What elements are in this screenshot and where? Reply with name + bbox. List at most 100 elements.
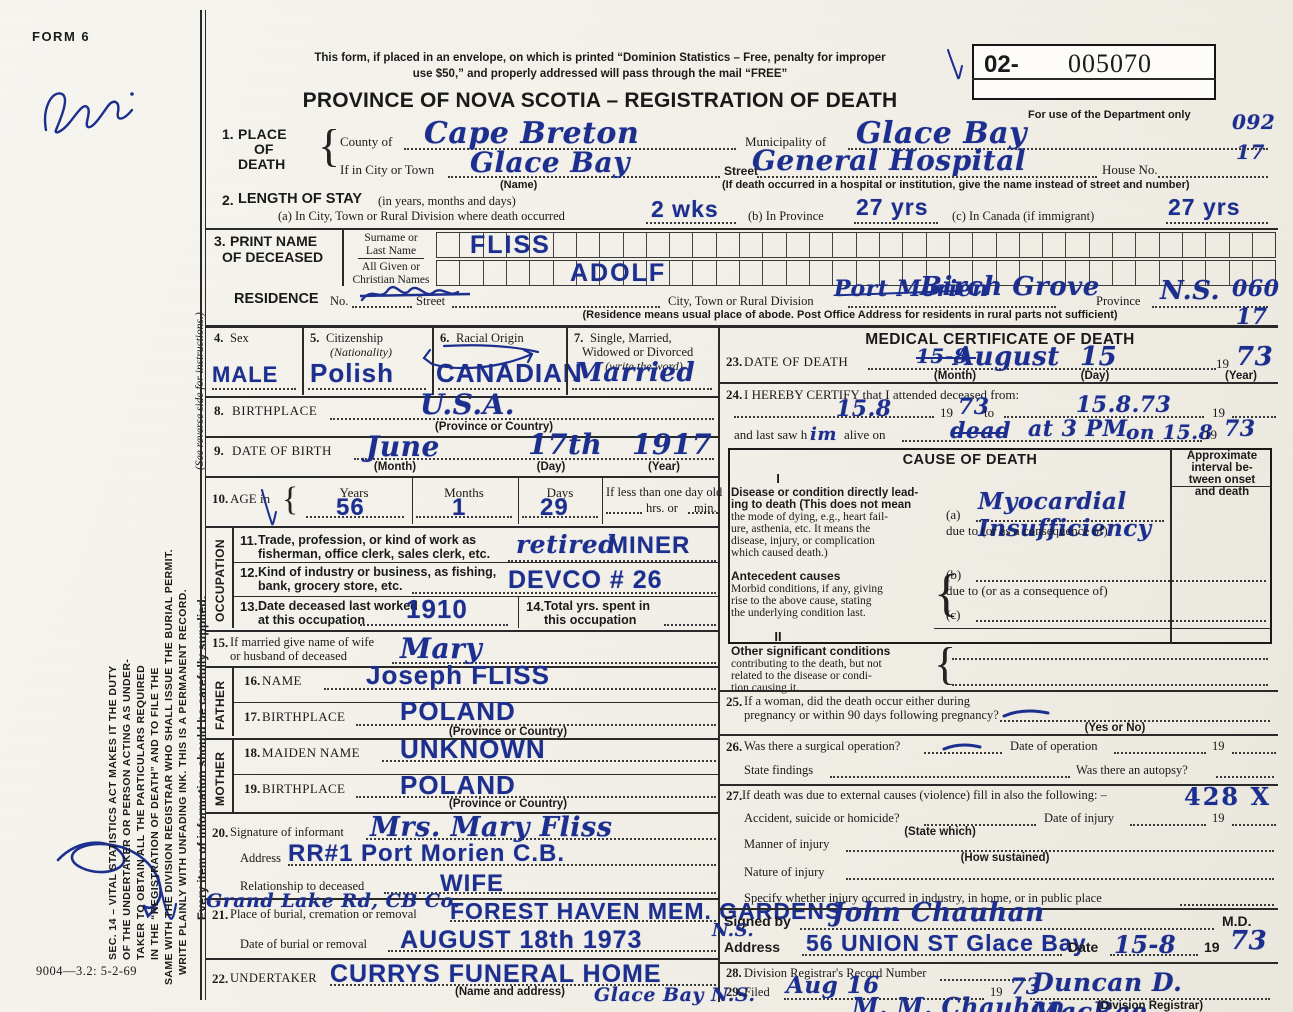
- name-grid-cell: [925, 233, 949, 257]
- county-label: County of: [340, 134, 393, 149]
- name-grid-cell: [552, 233, 576, 257]
- item20-relationship-value: WIFE: [440, 870, 504, 897]
- occupation-14-label-1: Total yrs. spent in: [544, 599, 651, 613]
- name-grid-cell: [1135, 233, 1158, 257]
- item27-code: 428 X: [1184, 782, 1272, 811]
- citizenship-item-no: 5.: [310, 331, 320, 345]
- name-grid-cell: [715, 261, 739, 285]
- marital-sub: (write the word): [605, 359, 683, 373]
- item23-year-prefix: 19: [1216, 356, 1229, 371]
- item27-manner-label: Manner of injury: [744, 837, 830, 851]
- stay-b-rule: [854, 222, 938, 224]
- interval-column-divider: [1170, 448, 1172, 644]
- given-name-value: ADOLF: [570, 259, 667, 287]
- item27-year-rule: [1232, 824, 1276, 826]
- page-title: PROVINCE OF NOVA SCOTIA – REGISTRATION O…: [302, 89, 898, 112]
- mail-notice-line1: This form, if placed in an envelope, on …: [314, 52, 886, 64]
- name-grid-cell: [1251, 261, 1275, 285]
- item27-nature-rule: [846, 878, 1274, 880]
- item28-top-rule: [720, 962, 1278, 964]
- dob-item-no: 9.: [214, 443, 224, 458]
- item29-value: Aug 16: [786, 972, 880, 999]
- item18-rule: [382, 760, 716, 762]
- part1-text-5: disease, injury, or complication: [731, 535, 875, 547]
- item22-label: UNDERTAKER: [230, 971, 317, 985]
- name-grid-cell: [995, 233, 1019, 257]
- cause-line-a-rule: [976, 520, 1164, 522]
- item24-alive-year-prefix: 19: [1204, 427, 1217, 442]
- marital-label-2: Widowed or Divorced: [582, 345, 694, 359]
- name-grid-cell: [762, 261, 785, 285]
- item29-no: 29.: [726, 985, 742, 999]
- name-grid-cell: [529, 261, 552, 285]
- name-grid-cell: [948, 233, 972, 257]
- item29-year-prefix: 19: [990, 985, 1003, 999]
- dob-rule: [354, 458, 714, 460]
- item23-year-caption: (Year): [1225, 370, 1257, 382]
- occupation-13-rule: [360, 624, 508, 626]
- name-grid-cell: [692, 233, 715, 257]
- margin-note-line4: IN THE “REGISTRATION OF DEATH” AND TO FI…: [149, 667, 161, 960]
- item23-year-value: 73: [1236, 342, 1274, 372]
- signed-by-label: Signed by: [724, 913, 791, 929]
- place-of-death-label-3: DEATH: [238, 156, 286, 172]
- occupation-12-item-no: 12.: [240, 565, 259, 580]
- county-value: Cape Breton: [424, 116, 640, 151]
- item26-answer-rule: [924, 752, 1002, 754]
- column-divider: [718, 325, 720, 1002]
- name-grid-cell: [855, 261, 879, 285]
- dob-month-caption: (Month): [373, 461, 417, 473]
- place-of-death-item-no: 1.: [222, 126, 234, 142]
- item27-manner-rule: [846, 850, 1274, 852]
- left-border-rule-inner: [205, 10, 206, 1000]
- item28-no: 28.: [726, 966, 742, 980]
- item18-no: 18.: [244, 745, 261, 760]
- name-grid-cell: [1205, 233, 1228, 257]
- occupation-13-label-2: at this occupation: [258, 613, 365, 627]
- item27-caption: (State which): [904, 826, 976, 838]
- name-grid-cell: [1228, 233, 1252, 257]
- residence-province-rule: [1152, 306, 1268, 308]
- dob-top-rule: [206, 436, 718, 438]
- citizenship-label: Citizenship: [326, 331, 383, 345]
- item28-label: Division Registrar's Record Number: [744, 966, 927, 980]
- part2-text-1: contributing to the death, but not: [731, 658, 882, 670]
- item15-rule: [392, 662, 716, 664]
- item27-answer-rule: [924, 824, 1036, 826]
- item21-date-label: Date of burial or removal: [240, 937, 368, 951]
- name-grid-cell: [599, 233, 622, 257]
- item26-findings-rule: [830, 776, 1070, 778]
- racial-marital-divider: [566, 328, 568, 395]
- margin-note-line6: WRITE PLAINLY WITH UNFADING INK. THIS IS…: [177, 588, 189, 975]
- item24-label: I HEREBY CERTIFY that I attended decease…: [744, 387, 1020, 402]
- item24-alive-value: dead: [950, 418, 1012, 444]
- name-grid-cell: [902, 233, 925, 257]
- stay-c-value: 27 yrs: [1168, 194, 1241, 220]
- age-hrs-rule: [606, 512, 642, 514]
- signed-by-value: John Chauhan: [832, 898, 1045, 928]
- name-label-divider: [342, 230, 344, 286]
- name-grid-cell: [1112, 261, 1135, 285]
- item24-top-rule: [720, 382, 1278, 384]
- part1-text-3: the mode of dying, e.g., heart fail-: [731, 511, 889, 523]
- name-grid-cell: [669, 261, 692, 285]
- occupation-14-rule: [664, 624, 716, 626]
- item24-alive-time: at 3 PM: [1028, 416, 1128, 442]
- residence-street-rule: [452, 306, 660, 308]
- age-months-rule: [416, 516, 512, 518]
- item20-label: Signature of informant: [230, 825, 344, 839]
- stay-b-label: (b) In Province: [748, 209, 824, 223]
- name-grid-cell: [1088, 233, 1112, 257]
- name-grid-cell: [1065, 233, 1088, 257]
- residence-city-label: City, Town or Rural Division: [668, 294, 814, 308]
- item23-day-value: 15: [1080, 342, 1118, 372]
- part2-top-rule: [934, 628, 1272, 630]
- name-grid-cell: [902, 261, 925, 285]
- dob-year-value: 1917: [632, 428, 712, 461]
- item26-findings-label: State findings: [744, 763, 814, 777]
- item19-top-rule: [232, 774, 718, 776]
- name-grid-cell: [529, 233, 552, 257]
- name-grid-cell: [1042, 233, 1065, 257]
- name-grid-cell: [739, 261, 762, 285]
- residence-province-value: N.S.: [1160, 276, 1221, 306]
